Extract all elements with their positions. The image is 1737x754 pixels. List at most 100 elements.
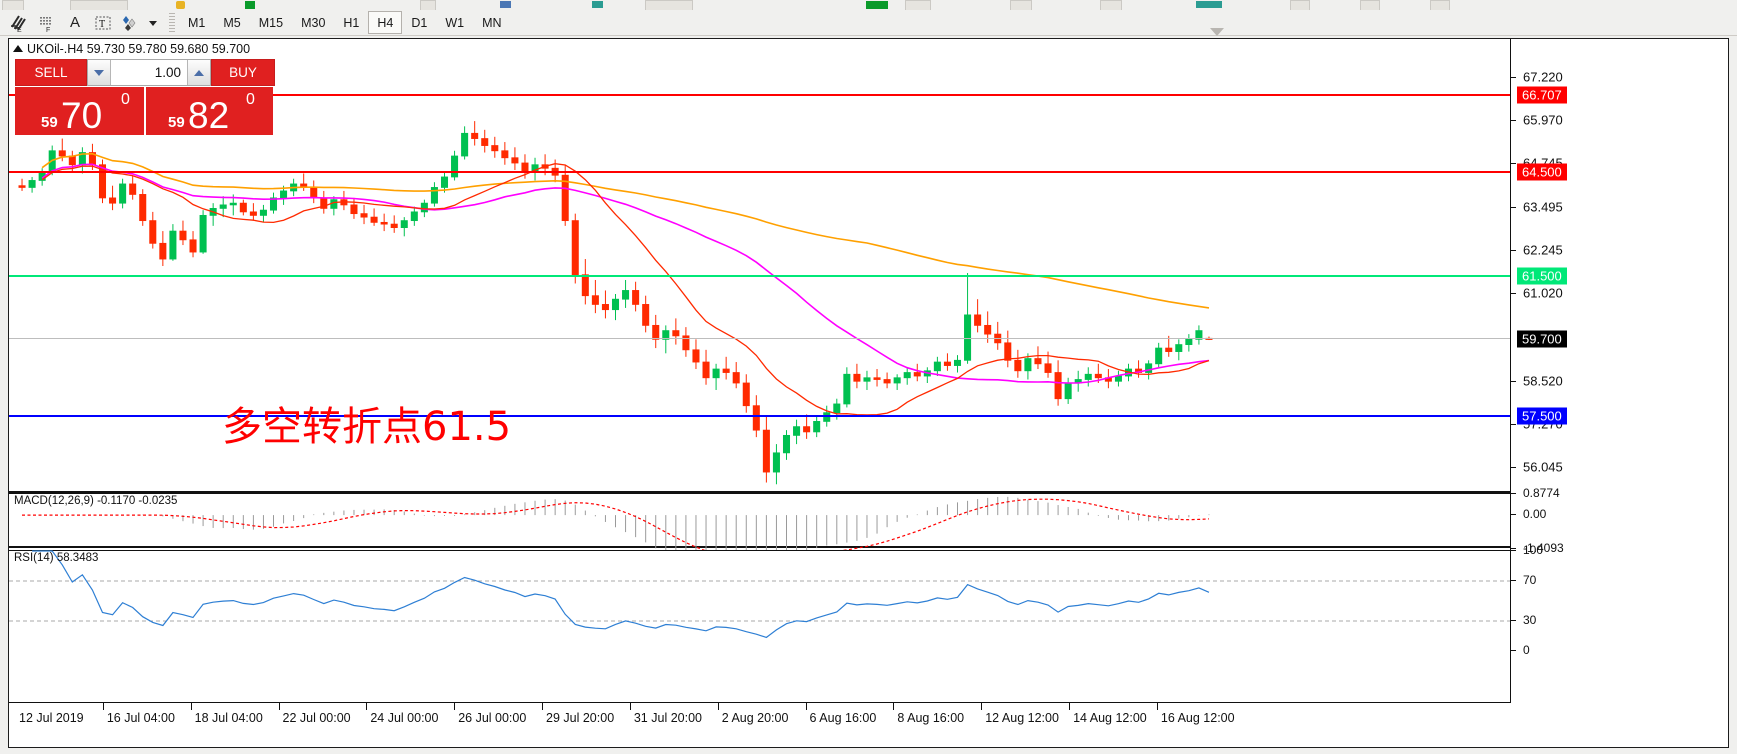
time-tick-label: 24 Jul 00:00 [370, 711, 439, 725]
buy-price-main: 82 [188, 95, 230, 136]
price-tick [1511, 120, 1516, 122]
text-box-icon[interactable]: T [90, 11, 116, 34]
chevron-down-icon [94, 69, 104, 76]
rsi-tick-label: 70 [1523, 573, 1537, 587]
price-tick [1511, 163, 1516, 165]
macd-tick [1511, 493, 1516, 494]
tab-timeframe-h1[interactable]: H1 [343, 15, 360, 30]
one-click-trading-panel[interactable]: SELL 1.00 BUY 59 70 0 59 82 0 [15, 59, 275, 135]
price-tick-label: 56.045 [1523, 459, 1563, 475]
time-tick [278, 703, 280, 710]
price-level-line-57.5 [9, 415, 1511, 418]
time-tick [805, 703, 807, 710]
tab-timeframe-m5[interactable]: M5 [223, 15, 241, 30]
scroll-down-arrow-icon[interactable] [1210, 28, 1224, 36]
indicators-grid-icon[interactable]: F [34, 11, 60, 34]
price-tag-64.500[interactable]: 64.500 [1517, 163, 1567, 181]
tab-timeframe-m1[interactable]: M1 [188, 15, 206, 30]
price-tag-66.707[interactable]: 66.707 [1517, 86, 1567, 104]
tab-timeframe-m15[interactable]: M15 [258, 15, 284, 30]
price-tick-label: 62.245 [1523, 242, 1563, 258]
window-icon[interactable] [500, 1, 511, 8]
price-tick-label: 61.020 [1523, 285, 1563, 301]
price-tick [1511, 250, 1516, 252]
buy-price-display[interactable]: 59 82 0 [146, 87, 273, 135]
time-tick-label: 12 Jul 2019 [19, 711, 84, 725]
chart-annotation-text: 多空转折点61.5 [222, 404, 512, 450]
macd-tick-label: 0.00 [1523, 507, 1547, 522]
price-axis[interactable]: 67.22065.97064.74563.49562.24561.02058.5… [1510, 39, 1728, 747]
text-label-icon[interactable]: A [69, 14, 80, 31]
price-tick-label: 65.970 [1523, 112, 1563, 128]
tab-timeframe-m30[interactable]: M30 [301, 15, 326, 30]
macd-tick [1511, 548, 1516, 549]
rsi-tick-label: 30 [1523, 613, 1537, 627]
expand-arrow-icon [13, 45, 23, 52]
buy-price-fraction: 0 [246, 91, 255, 108]
rsi-tick [1511, 550, 1516, 551]
macd-tick-label: 0.8774 [1523, 486, 1560, 500]
chevron-up-icon [194, 69, 204, 76]
chart-area[interactable]: UKOil-,H4 59.730 59.780 59.680 59.700 MA… [8, 38, 1729, 748]
rsi-tick-label: 0 [1523, 643, 1530, 657]
macd-pane[interactable]: MACD(12,26,9) -0.1170 -0.0235 [9, 493, 1511, 563]
symbol-ohlc-text: UKOil-,H4 59.730 59.780 59.680 59.700 [27, 42, 251, 56]
folder-icon[interactable] [176, 1, 185, 9]
volume-decrease-button[interactable] [88, 60, 111, 85]
time-tick [102, 703, 104, 710]
tab-timeframe-d1[interactable]: D1 [411, 15, 428, 30]
price-level-line-59.7 [9, 338, 1511, 340]
sell-price-display[interactable]: 59 70 0 [15, 87, 146, 135]
toolbar-grip[interactable] [169, 13, 175, 32]
time-tick [717, 703, 719, 710]
time-tick [366, 703, 368, 710]
time-tick-label: 16 Jul 04:00 [106, 711, 175, 725]
sell-price-main: 70 [61, 95, 103, 136]
price-tag-57.500[interactable]: 57.500 [1517, 407, 1567, 425]
svg-text:F: F [46, 27, 50, 33]
rsi-tick [1511, 620, 1516, 621]
tab-timeframe-mn[interactable]: MN [482, 15, 502, 30]
shapes-icon[interactable] [118, 11, 144, 34]
rsi-label: RSI(14) 58.3483 [14, 552, 99, 564]
candlestick-series [18, 121, 1213, 485]
sell-price-whole: 59 [41, 114, 58, 131]
buy-price-whole: 59 [168, 114, 185, 131]
time-tick-label: 2 Aug 20:00 [721, 711, 789, 725]
chart-icon[interactable] [1196, 1, 1222, 8]
time-tick [893, 703, 895, 710]
price-tag-59.700[interactable]: 59.700 [1517, 330, 1567, 348]
volume-increase-button[interactable] [187, 60, 210, 85]
volume-stepper[interactable]: 1.00 [87, 59, 211, 86]
time-tick-label: 18 Jul 04:00 [194, 711, 263, 725]
sell-button[interactable]: SELL [15, 59, 87, 86]
time-tick [1069, 703, 1071, 710]
macd-tick-label: -1.4093 [1523, 541, 1564, 555]
price-tick [1511, 466, 1516, 468]
time-tick-label: 6 Aug 16:00 [809, 711, 877, 725]
grid-icon[interactable] [866, 1, 888, 9]
chevron-down-icon[interactable] [146, 11, 160, 34]
time-axis[interactable]: 12 Jul 2019 16 Jul 04:00 18 Jul 04:00 22 Ju… [9, 702, 1511, 747]
globe-icon[interactable] [592, 1, 603, 8]
svg-text:E: E [17, 27, 22, 33]
expert-advisors-icon[interactable]: E [6, 11, 32, 34]
rsi-pane[interactable]: RSI(14) 58.3483 [9, 550, 1511, 650]
price-pane[interactable] [9, 53, 1511, 493]
time-tick-label: 12 Aug 12:00 [985, 711, 1059, 725]
tab-timeframe-w1[interactable]: W1 [445, 15, 465, 30]
play-icon[interactable] [245, 1, 255, 9]
price-level-line-66.707 [9, 93, 1511, 96]
volume-input[interactable]: 1.00 [154, 65, 181, 80]
rsi-tick [1511, 580, 1516, 581]
macd-tick [1511, 514, 1516, 516]
time-tick-label: 29 Jul 20:00 [546, 711, 615, 725]
buy-button[interactable]: BUY [211, 59, 275, 86]
rsi-tick-label: 100 [1523, 543, 1544, 557]
tab-timeframe-h4[interactable]: H4 [368, 11, 403, 34]
svg-text:T: T [99, 19, 105, 30]
sell-price-fraction: 0 [121, 91, 130, 108]
price-tag-61.500[interactable]: 61.500 [1517, 267, 1567, 285]
order-controls-row: SELL 1.00 BUY [15, 59, 275, 86]
